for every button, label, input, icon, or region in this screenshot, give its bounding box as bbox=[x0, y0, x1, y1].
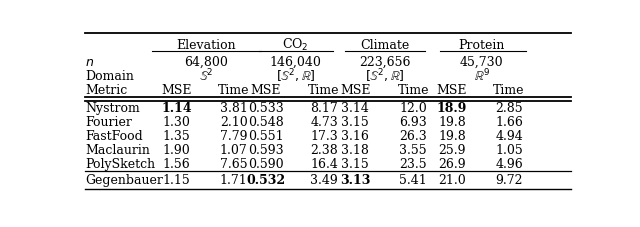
Text: 64,800: 64,800 bbox=[184, 56, 228, 69]
Text: 0.532: 0.532 bbox=[246, 174, 285, 187]
Text: CO$_2$: CO$_2$ bbox=[282, 37, 309, 53]
Text: 21.0: 21.0 bbox=[438, 174, 466, 187]
Text: 4.94: 4.94 bbox=[495, 130, 523, 143]
Text: 0.590: 0.590 bbox=[248, 158, 284, 171]
Text: Metric: Metric bbox=[85, 84, 127, 97]
Text: Time: Time bbox=[218, 84, 250, 97]
Text: 0.593: 0.593 bbox=[248, 144, 284, 157]
Text: 1.15: 1.15 bbox=[163, 174, 191, 187]
Text: 6.93: 6.93 bbox=[399, 116, 427, 129]
Text: MSE: MSE bbox=[436, 84, 467, 97]
Text: 3.13: 3.13 bbox=[340, 174, 371, 187]
Text: $n$: $n$ bbox=[85, 56, 94, 69]
Text: 3.55: 3.55 bbox=[399, 144, 427, 157]
Text: 0.551: 0.551 bbox=[248, 130, 284, 143]
Text: 26.9: 26.9 bbox=[438, 158, 466, 171]
Text: MSE: MSE bbox=[161, 84, 192, 97]
Text: FastFood: FastFood bbox=[85, 130, 143, 143]
Text: 3.15: 3.15 bbox=[341, 158, 369, 171]
Text: 3.81: 3.81 bbox=[220, 102, 248, 115]
Text: 2.38: 2.38 bbox=[310, 144, 338, 157]
Text: Time: Time bbox=[493, 84, 525, 97]
Text: 8.17: 8.17 bbox=[310, 102, 338, 115]
Text: Fourier: Fourier bbox=[85, 116, 132, 129]
Text: 0.548: 0.548 bbox=[248, 116, 284, 129]
Text: 0.533: 0.533 bbox=[248, 102, 284, 115]
Text: 26.3: 26.3 bbox=[399, 130, 427, 143]
Text: 23.5: 23.5 bbox=[399, 158, 427, 171]
Text: MSE: MSE bbox=[251, 84, 281, 97]
Text: 1.05: 1.05 bbox=[495, 144, 523, 157]
Text: 3.49: 3.49 bbox=[310, 174, 338, 187]
Text: 19.8: 19.8 bbox=[438, 130, 466, 143]
Text: 223,656: 223,656 bbox=[359, 56, 411, 69]
Text: 1.56: 1.56 bbox=[163, 158, 191, 171]
Text: MSE: MSE bbox=[340, 84, 371, 97]
Text: Elevation: Elevation bbox=[177, 39, 236, 52]
Text: $[\mathbb{S}^2, \mathbb{R}]$: $[\mathbb{S}^2, \mathbb{R}]$ bbox=[276, 67, 316, 85]
Text: 2.10: 2.10 bbox=[220, 116, 248, 129]
Text: 146,040: 146,040 bbox=[270, 56, 322, 69]
Text: $[\mathbb{S}^2, \mathbb{R}]$: $[\mathbb{S}^2, \mathbb{R}]$ bbox=[365, 67, 405, 85]
Text: 4.96: 4.96 bbox=[495, 158, 523, 171]
Text: 1.30: 1.30 bbox=[163, 116, 191, 129]
Text: 17.3: 17.3 bbox=[310, 130, 338, 143]
Text: Time: Time bbox=[308, 84, 340, 97]
Text: Time: Time bbox=[397, 84, 429, 97]
Text: 1.90: 1.90 bbox=[163, 144, 191, 157]
Text: 18.9: 18.9 bbox=[437, 102, 467, 115]
Text: 7.79: 7.79 bbox=[220, 130, 248, 143]
Text: 1.66: 1.66 bbox=[495, 116, 523, 129]
Text: 9.72: 9.72 bbox=[495, 174, 523, 187]
Text: 1.14: 1.14 bbox=[161, 102, 192, 115]
Text: 7.65: 7.65 bbox=[220, 158, 248, 171]
Text: $\mathbb{R}^9$: $\mathbb{R}^9$ bbox=[474, 68, 490, 84]
Text: 19.8: 19.8 bbox=[438, 116, 466, 129]
Text: $\mathbb{S}^2$: $\mathbb{S}^2$ bbox=[199, 68, 214, 84]
Text: 45,730: 45,730 bbox=[460, 56, 504, 69]
Text: 3.15: 3.15 bbox=[341, 116, 369, 129]
Text: 2.85: 2.85 bbox=[495, 102, 523, 115]
Text: Climate: Climate bbox=[360, 39, 410, 52]
Text: 1.71: 1.71 bbox=[220, 174, 248, 187]
Text: 5.41: 5.41 bbox=[399, 174, 427, 187]
Text: Domain: Domain bbox=[85, 70, 134, 83]
Text: 3.16: 3.16 bbox=[341, 130, 369, 143]
Text: 3.14: 3.14 bbox=[341, 102, 369, 115]
Text: 12.0: 12.0 bbox=[399, 102, 427, 115]
Text: Maclaurin: Maclaurin bbox=[85, 144, 150, 157]
Text: PolySketch: PolySketch bbox=[85, 158, 155, 171]
Text: 3.18: 3.18 bbox=[341, 144, 369, 157]
Text: 25.9: 25.9 bbox=[438, 144, 466, 157]
Text: Gegenbauer: Gegenbauer bbox=[85, 174, 163, 187]
Text: 1.07: 1.07 bbox=[220, 144, 248, 157]
Text: 16.4: 16.4 bbox=[310, 158, 338, 171]
Text: Nystrom: Nystrom bbox=[85, 102, 140, 115]
Text: 1.35: 1.35 bbox=[163, 130, 191, 143]
Text: Protein: Protein bbox=[459, 39, 505, 52]
Text: 4.73: 4.73 bbox=[310, 116, 338, 129]
